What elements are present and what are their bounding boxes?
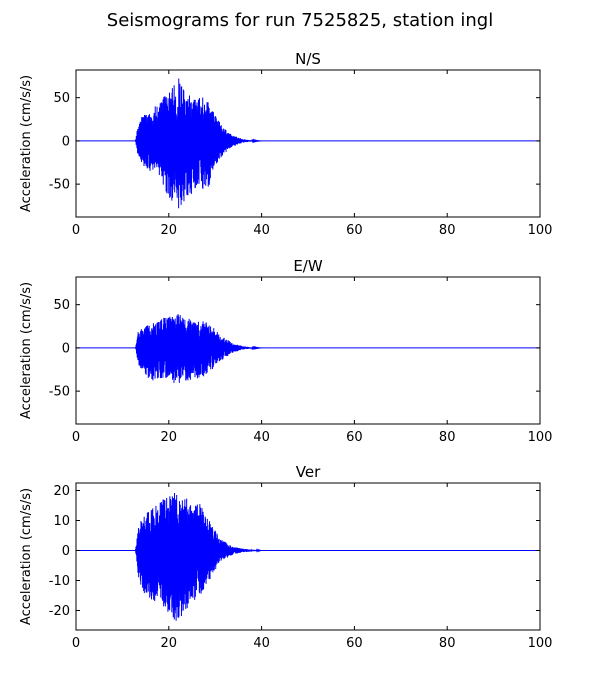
subplot-title: Ver — [296, 463, 321, 481]
x-tick-label: 60 — [346, 636, 363, 651]
seismogram-trace — [76, 314, 540, 383]
y-tick-label: -20 — [49, 604, 70, 619]
x-tick-label: 40 — [253, 430, 270, 445]
y-axis-label: Acceleration (cm/s/s) — [19, 75, 34, 212]
y-tick-label: 50 — [53, 91, 70, 106]
y-tick-label: 0 — [62, 134, 70, 149]
x-tick-label: 20 — [161, 223, 178, 238]
axes-frame — [75, 69, 541, 218]
y-tick-label: 20 — [53, 484, 70, 499]
x-tick-label: 60 — [346, 430, 363, 445]
axes-frame — [75, 276, 541, 425]
x-tick-label: 0 — [72, 430, 80, 445]
y-tick-label: 50 — [53, 298, 70, 313]
x-tick-label: 80 — [439, 636, 456, 651]
x-tick-label: 40 — [253, 636, 270, 651]
axes-frame — [75, 482, 541, 631]
x-tick-label: 100 — [528, 430, 553, 445]
x-tick-label: 80 — [439, 223, 456, 238]
x-tick-label: 40 — [253, 223, 270, 238]
y-tick-label: 10 — [53, 514, 70, 529]
y-tick-label: -10 — [49, 574, 70, 589]
y-tick-label: -50 — [49, 178, 70, 193]
x-tick-label: 20 — [161, 636, 178, 651]
subplot-title: E/W — [293, 257, 323, 275]
x-tick-label: 80 — [439, 430, 456, 445]
x-tick-label: 60 — [346, 223, 363, 238]
x-tick-label: 100 — [528, 636, 553, 651]
subplot-0: 0 20 40 60 80 100 -50 0 50 N/S Acceleration (cm/s/… — [19, 50, 552, 238]
seismogram-trace — [76, 492, 540, 621]
seismogram-trace — [76, 78, 540, 209]
y-axis-label: Acceleration (cm/s/s) — [19, 488, 34, 625]
x-tick-label: 0 — [72, 636, 80, 651]
subplot-2: 0 20 40 60 80 100 -20 -10 0 10 20 Ver Acceleration (… — [19, 463, 552, 651]
x-tick-label: 0 — [72, 223, 80, 238]
y-tick-label: -50 — [49, 385, 70, 400]
y-tick-label: 0 — [62, 341, 70, 356]
subplot-1: 0 20 40 60 80 100 -50 0 50 E/W Acceleration (cm/s/… — [19, 257, 552, 445]
subplot-title: N/S — [295, 50, 321, 68]
y-tick-label: 0 — [62, 544, 70, 559]
x-tick-label: 20 — [161, 430, 178, 445]
x-tick-label: 100 — [528, 223, 553, 238]
y-axis-label: Acceleration (cm/s/s) — [19, 282, 34, 419]
figure-title: Seismograms for run 7525825, station ing… — [106, 10, 494, 31]
